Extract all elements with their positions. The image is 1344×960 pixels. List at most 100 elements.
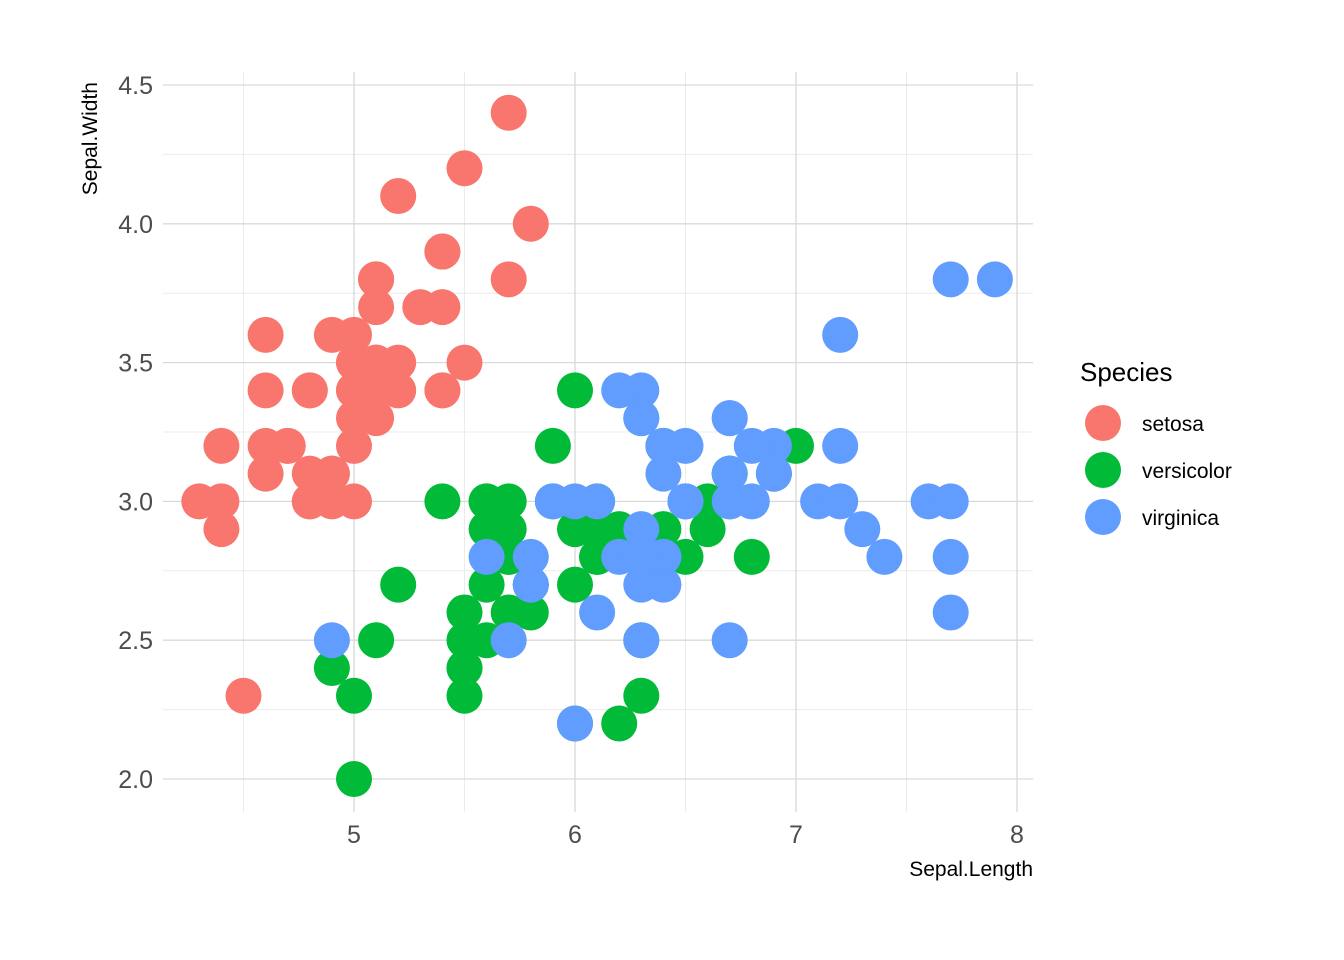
data-point-setosa — [247, 455, 284, 492]
data-point-versicolor — [623, 677, 660, 714]
data-point-setosa — [358, 289, 395, 326]
data-point-virginica — [866, 538, 903, 575]
data-point-setosa — [358, 372, 395, 409]
data-point-virginica — [623, 538, 660, 575]
data-point-setosa — [446, 150, 483, 187]
data-point-virginica — [932, 538, 969, 575]
data-point-versicolor — [689, 511, 726, 548]
data-point-setosa — [336, 483, 372, 520]
data-point-setosa — [247, 316, 284, 353]
legend-key-virginica — [1085, 499, 1121, 535]
data-point-virginica — [579, 594, 616, 631]
y-tick-label: 2.0 — [118, 766, 153, 794]
data-point-virginica — [623, 400, 660, 437]
legend-label-setosa: setosa — [1142, 413, 1204, 436]
x-tick-label: 6 — [568, 821, 582, 849]
data-point-virginica — [623, 511, 660, 548]
data-point-versicolor — [446, 649, 483, 686]
data-point-setosa — [203, 511, 240, 548]
data-point-versicolor — [313, 649, 350, 686]
data-point-virginica — [822, 427, 859, 464]
data-point-versicolor — [557, 566, 593, 603]
y-tick-label: 3.0 — [118, 488, 153, 516]
data-point-virginica — [601, 372, 638, 409]
data-point-versicolor — [336, 677, 372, 714]
data-point-virginica — [667, 483, 704, 520]
data-point-virginica — [844, 511, 881, 548]
data-points — [181, 94, 1013, 797]
data-point-virginica — [623, 622, 660, 659]
data-point-setosa — [336, 344, 372, 381]
data-point-setosa — [313, 455, 350, 492]
data-point-versicolor — [601, 705, 638, 742]
legend-key-setosa — [1085, 405, 1121, 441]
data-point-setosa — [424, 233, 461, 270]
y-axis-tick-labels: 2.0 2.5 3.0 3.5 4.0 4.5 — [118, 72, 153, 794]
data-point-setosa — [291, 372, 328, 409]
data-point-setosa — [380, 178, 417, 215]
data-point-versicolor — [446, 677, 483, 714]
data-point-versicolor — [358, 622, 395, 659]
data-point-virginica — [468, 538, 505, 575]
data-point-versicolor — [446, 594, 483, 631]
data-point-virginica — [623, 566, 660, 603]
legend-label-virginica: virginica — [1142, 507, 1219, 530]
data-point-setosa — [247, 372, 284, 409]
legend: Species setosa versicolor virginica — [1080, 357, 1232, 535]
data-point-setosa — [446, 344, 483, 381]
x-tick-label: 7 — [789, 821, 803, 849]
data-point-virginica — [822, 316, 859, 353]
data-point-setosa — [358, 261, 395, 298]
y-tick-label: 4.5 — [118, 72, 153, 100]
data-point-virginica — [822, 483, 859, 520]
major-gridlines — [163, 72, 1033, 812]
legend-label-versicolor: versicolor — [1142, 460, 1232, 483]
data-point-virginica — [512, 538, 549, 575]
y-tick-label: 3.5 — [118, 350, 153, 378]
data-point-virginica — [645, 455, 682, 492]
data-point-virginica — [711, 455, 748, 492]
data-point-versicolor — [446, 622, 483, 659]
data-point-virginica — [932, 261, 969, 298]
y-tick-label: 4.0 — [118, 211, 153, 239]
data-point-versicolor — [512, 594, 549, 631]
data-point-virginica — [711, 622, 748, 659]
x-axis-tick-labels: 5 6 7 8 — [347, 821, 1024, 849]
data-point-versicolor — [490, 483, 527, 520]
data-point-setosa — [336, 400, 372, 437]
x-axis-title: Sepal.Length — [909, 858, 1033, 881]
data-point-virginica — [733, 427, 770, 464]
data-point-virginica — [490, 622, 527, 659]
data-point-setosa — [512, 205, 549, 242]
data-point-virginica — [711, 483, 748, 520]
data-point-versicolor — [490, 511, 527, 548]
x-tick-label: 5 — [347, 821, 361, 849]
data-point-setosa — [490, 261, 527, 298]
data-point-versicolor — [468, 566, 505, 603]
data-point-setosa — [402, 289, 439, 326]
legend-title: Species — [1080, 357, 1173, 387]
data-point-setosa — [336, 427, 372, 464]
data-point-versicolor — [424, 483, 461, 520]
y-tick-label: 2.5 — [118, 627, 153, 655]
data-point-setosa — [313, 316, 350, 353]
data-point-versicolor — [733, 538, 770, 575]
data-point-setosa — [424, 372, 461, 409]
data-point-versicolor — [534, 427, 571, 464]
data-point-setosa — [203, 427, 240, 464]
data-point-versicolor — [336, 761, 372, 797]
data-point-virginica — [313, 622, 350, 659]
data-point-setosa — [490, 94, 527, 131]
x-tick-label: 8 — [1010, 821, 1024, 849]
data-point-virginica — [645, 427, 682, 464]
data-point-virginica — [557, 705, 593, 742]
legend-key-versicolor — [1085, 452, 1121, 488]
data-point-virginica — [711, 400, 748, 437]
data-point-virginica — [534, 483, 571, 520]
data-point-versicolor — [557, 372, 593, 409]
y-axis-title: Sepal.Width — [79, 82, 102, 195]
data-point-virginica — [932, 483, 969, 520]
data-point-virginica — [512, 566, 549, 603]
data-point-versicolor — [557, 511, 593, 548]
